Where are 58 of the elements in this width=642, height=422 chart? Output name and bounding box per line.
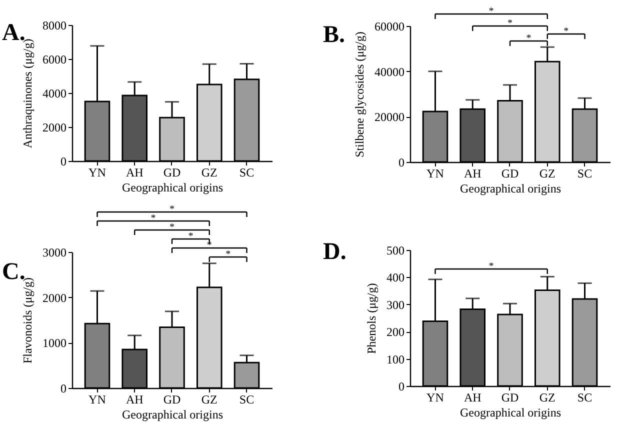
text: * [150, 213, 156, 224]
x-tick-label: YN [426, 166, 444, 180]
x-tick-label: GD [501, 166, 519, 180]
y-tick-label: 8000 [42, 18, 66, 32]
y-axis-title: Stilbene glycosides (μg/g) [352, 32, 366, 158]
text: * [488, 6, 494, 17]
y-tick-label: 20000 [374, 110, 404, 124]
y-tick-label: 6000 [42, 52, 66, 66]
y-tick-label: 2000 [42, 290, 66, 305]
x-tick-label: GZ [201, 166, 218, 180]
x-axis-title: Geographical origins [460, 182, 562, 196]
y-tick-label: 300 [386, 298, 404, 312]
annotation: * [488, 261, 494, 272]
x-tick-label: AH [126, 392, 144, 406]
x-tick-label: AH [464, 166, 482, 180]
x-axis-title: Geographical origins [122, 180, 224, 194]
x-tick-label: GZ [539, 390, 556, 404]
x-tick-label: AH [464, 390, 482, 404]
x-tick-label: SC [577, 390, 592, 404]
text: * [170, 222, 174, 233]
y-tick-label: 60000 [374, 20, 404, 34]
y-tick-label: 100 [386, 352, 404, 366]
y-tick-label: 0 [398, 380, 404, 394]
y-tick-label: 2000 [42, 120, 66, 134]
x-tick-label: GD [163, 392, 181, 406]
y-axis-title: Phenols (μg/g) [364, 283, 378, 354]
y-tick-label: 1000 [42, 336, 66, 350]
y-tick-label: 40000 [374, 64, 404, 79]
chart-title: C. [2, 259, 26, 285]
annotation: * [564, 26, 569, 37]
x-axis-title: Geographical origins [460, 406, 562, 420]
x-axis-title: Geographical origins [122, 408, 224, 422]
x-tick-label: GD [501, 390, 519, 404]
chart-title: D. [323, 239, 346, 265]
chart-title: B. [323, 22, 346, 48]
x-tick-label: YN [88, 166, 106, 180]
text: * [170, 204, 174, 215]
y-tick-label: 500 [386, 244, 404, 258]
x-tick-label: GZ [201, 392, 218, 406]
y-tick-label: 400 [386, 270, 404, 285]
y-tick-label: 200 [386, 325, 404, 340]
x-tick-label: SC [239, 166, 254, 180]
text: * [188, 231, 194, 242]
x-tick-label: GZ [539, 166, 556, 180]
x-tick-label: GD [163, 166, 181, 180]
annotation: * [226, 249, 231, 260]
y-tick-label: 0 [60, 382, 66, 396]
x-tick-label: YN [426, 390, 444, 404]
y-tick-label: 0 [60, 154, 66, 168]
x-tick-label: SC [577, 166, 592, 180]
x-tick-label: SC [239, 392, 254, 406]
y-tick-label: 3000 [42, 246, 66, 260]
annotation: * [526, 33, 532, 44]
annotation: * [508, 18, 512, 29]
x-tick-label: AH [126, 166, 144, 180]
y-tick-label: 4000 [42, 86, 66, 100]
y-tick-label: 0 [398, 156, 404, 170]
x-tick-label: YN [88, 392, 106, 406]
